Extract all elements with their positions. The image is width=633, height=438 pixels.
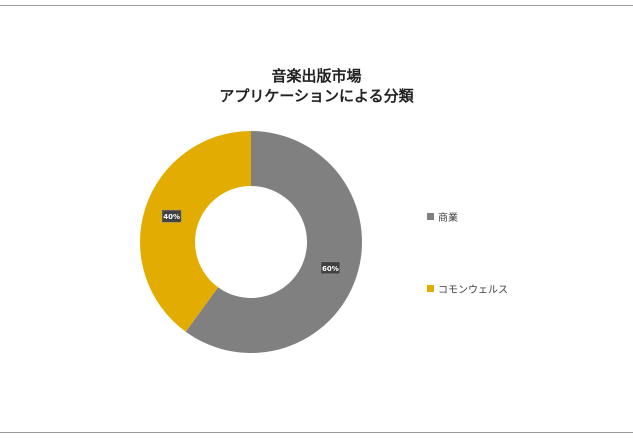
donut-slice-commonwealth bbox=[140, 131, 251, 332]
legend-label-commonwealth: コモンウェルス bbox=[438, 285, 508, 296]
donut-slice-commercial bbox=[185, 131, 363, 354]
data-label-text: 40% bbox=[163, 213, 180, 221]
bottom-divider bbox=[0, 432, 633, 433]
legend-label-commercial: 商業 bbox=[438, 213, 458, 224]
data-label-text: 60% bbox=[322, 265, 339, 273]
legend-swatch-commonwealth bbox=[427, 285, 434, 292]
chart-title: 音楽出版市場 アプリケーションによる分類 bbox=[0, 66, 633, 106]
legend-item-commonwealth: コモンウェルス bbox=[427, 281, 508, 296]
top-divider bbox=[0, 5, 633, 6]
chart-title-line-2: アプリケーションによる分類 bbox=[219, 87, 414, 105]
legend-item-commercial: 商業 bbox=[427, 209, 458, 224]
chart-title-line-1: 音楽出版市場 bbox=[271, 67, 362, 85]
data-label-box bbox=[320, 261, 341, 275]
data-label-commercial: 60% bbox=[320, 261, 341, 275]
data-label-commonwealth: 40% bbox=[161, 209, 182, 223]
legend-swatch-commercial bbox=[427, 213, 434, 220]
data-label-box bbox=[161, 209, 182, 223]
